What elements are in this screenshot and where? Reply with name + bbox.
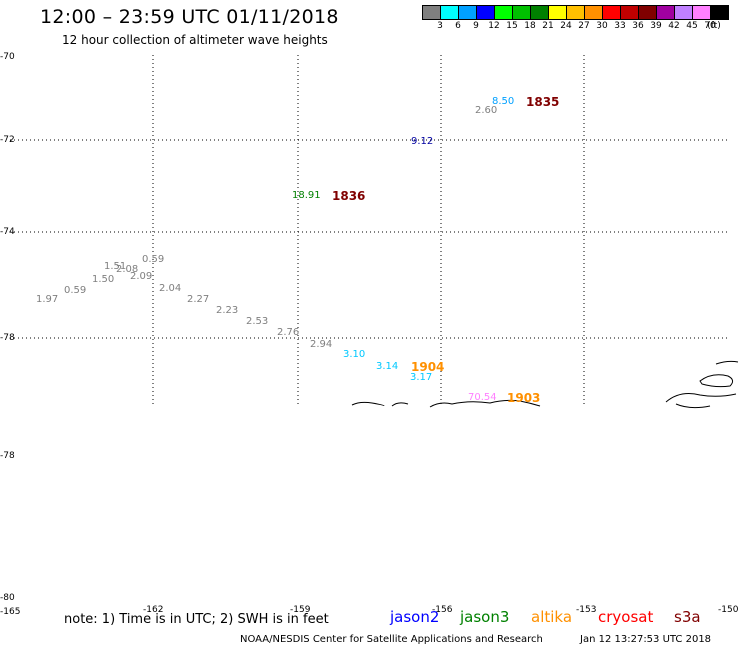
wave-height-value: 0.59 (142, 254, 165, 265)
wave-height-value: 2.08 (116, 264, 139, 275)
legend-label: 24 (560, 21, 572, 31)
latitude-label: -70 (0, 52, 15, 62)
coastline-segment (699, 374, 734, 388)
legend-label: 33 (614, 21, 626, 31)
coastline-segment (675, 403, 711, 409)
legend-label: (ft) (707, 21, 721, 31)
satellite-altika: altika (531, 608, 573, 626)
map-title: 12:00 – 23:59 UTC 01/11/2018 (40, 6, 339, 28)
legend-label: 42 (668, 21, 680, 31)
wave-height-color-legend (422, 5, 729, 20)
wave-height-value: 2.53 (246, 316, 269, 327)
wave-height-value: 8.50 (492, 96, 515, 107)
wave-height-value: 1.97 (36, 294, 59, 305)
pass-time-label: 1903 (507, 391, 541, 405)
wave-height-value: 1.51 (104, 261, 127, 272)
wave-height-value: 2.76 (277, 327, 300, 338)
pass-time-label: 1836 (332, 189, 366, 203)
longitude-label: -159 (290, 605, 311, 615)
satellite-jason2: jason2 (390, 608, 440, 626)
wave-height-value: 0.59 (64, 285, 87, 296)
latitude-label: -78 (0, 333, 15, 343)
legend-label: 18 (524, 21, 536, 31)
coastline-segment (351, 401, 385, 407)
legend-label: 6 (455, 21, 461, 31)
legend-label: 21 (542, 21, 554, 31)
legend-label: 36 (632, 21, 644, 31)
wave-height-value: 2.94 (310, 339, 333, 350)
legend-label: 27 (578, 21, 590, 31)
graticule (10, 55, 730, 405)
legend-label: 15 (506, 21, 518, 31)
coastline-segment (391, 402, 409, 407)
coastline-segment (715, 360, 739, 365)
coastline-segment (665, 393, 737, 403)
wave-height-value: 1.50 (92, 274, 115, 285)
latitude-label: -72 (0, 135, 15, 145)
satellite-cryosat: cryosat (598, 608, 654, 626)
wave-height-value: 3.17 (410, 372, 433, 383)
latitude-label: -74 (0, 227, 15, 237)
satellite-jason3: jason3 (460, 608, 510, 626)
satellite-s3a: s3a (674, 608, 701, 626)
legend-swatch (710, 5, 729, 20)
wave-height-value: 2.04 (159, 283, 182, 294)
wave-height-value: 2.60 (475, 105, 498, 116)
legend-label: 9 (473, 21, 479, 31)
legend-label: 39 (650, 21, 662, 31)
wave-height-value: 18.91 (292, 190, 321, 201)
legend-label: 45 (686, 21, 698, 31)
wave-height-value: 9.12 (411, 136, 434, 147)
coastline (351, 360, 739, 409)
credit-footer: NOAA/NESDIS Center for Satellite Applica… (240, 634, 543, 645)
longitude-label: -156 (432, 605, 453, 615)
longitude-label: -162 (143, 605, 164, 615)
wave-height-value: 3.10 (343, 349, 366, 360)
wave-height-value: 2.23 (216, 305, 239, 316)
pass-time-label: 1904 (411, 360, 445, 374)
legend-label: 70 (704, 21, 716, 31)
wave-height-value: 2.27 (187, 294, 210, 305)
legend-label: 30 (596, 21, 608, 31)
map-subtitle: 12 hour collection of altimeter wave hei… (62, 33, 328, 47)
wave-height-value: 70.54 (468, 392, 497, 403)
units-note: note: 1) Time is in UTC; 2) SWH is in fe… (64, 612, 329, 627)
latitude-label: -80 (0, 593, 15, 603)
longitude-label: -165 (0, 607, 21, 617)
legend-label: 3 (437, 21, 443, 31)
longitude-label: -150 (718, 605, 739, 615)
legend-labels: 3 6 9 12 15 18 21 24 27 30 33 36 39 42 45 70 (ft) (422, 21, 740, 35)
wave-height-value: 2.09 (130, 271, 153, 282)
legend-label: 12 (488, 21, 500, 31)
latitude-label: -78 (0, 451, 15, 461)
longitude-label: -153 (576, 605, 597, 615)
wave-height-value: 3.14 (376, 361, 399, 372)
coastline-segment (429, 399, 541, 408)
generated-timestamp: Jan 12 13:27:53 UTC 2018 (580, 634, 712, 645)
pass-time-label: 1835 (526, 95, 560, 109)
